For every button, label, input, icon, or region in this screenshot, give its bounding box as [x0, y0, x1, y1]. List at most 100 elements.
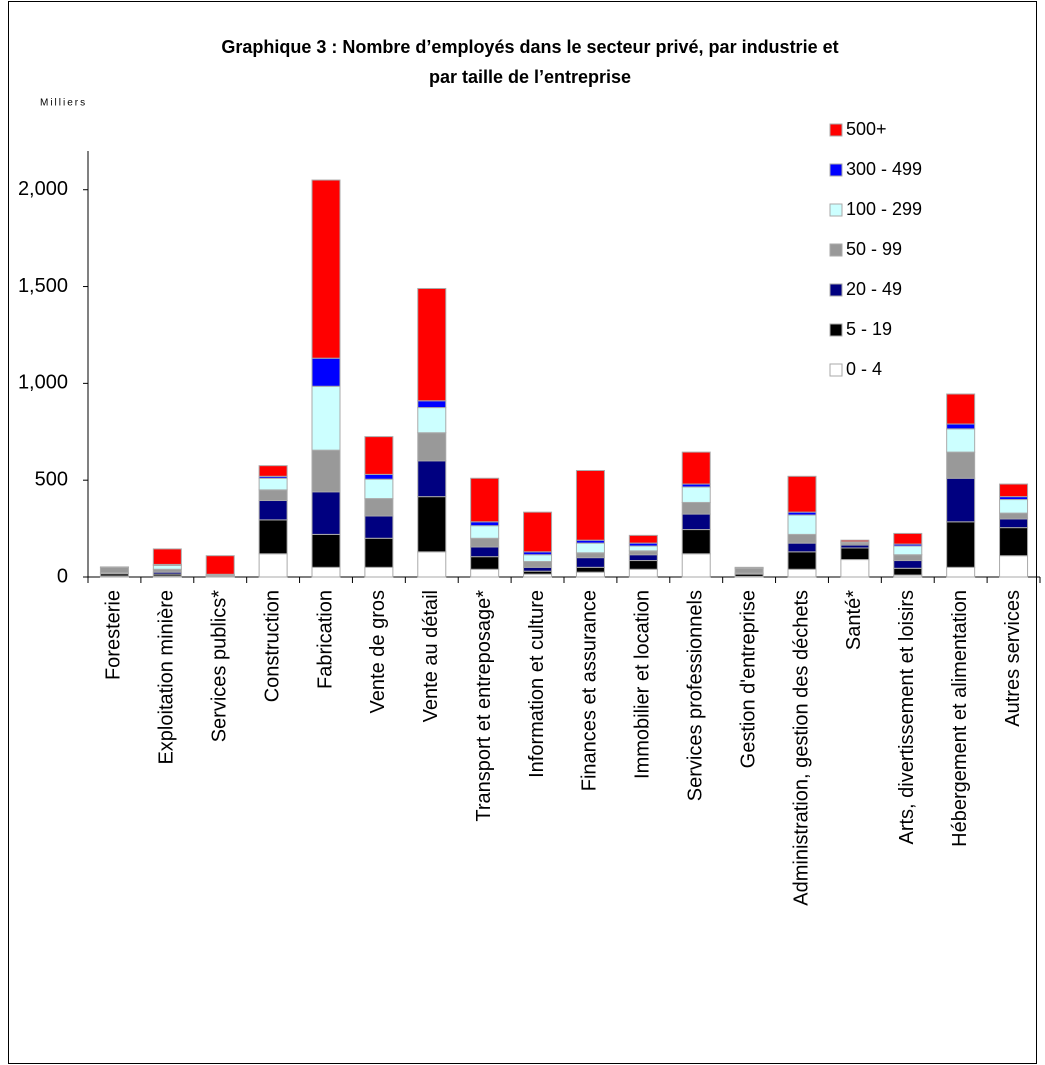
bar-segment [523, 566, 553, 572]
bar-segment [364, 498, 394, 517]
bar-segment [575, 542, 605, 554]
bar-segment [628, 560, 658, 570]
bar-segment [364, 436, 394, 475]
y-axis-label: Milliers [40, 98, 87, 109]
bar-segment [523, 561, 553, 568]
y-tick-label: 500 [35, 468, 68, 490]
bar-segment [417, 551, 447, 578]
y-tick-label: 2,000 [18, 178, 68, 200]
bar-segment [787, 568, 817, 578]
bar-segment [946, 521, 976, 568]
y-tick-label: 0 [57, 565, 68, 587]
x-tick-label: Fabrication [314, 590, 336, 689]
x-tick-label: Construction [261, 590, 283, 702]
bar-segment [258, 553, 288, 578]
legend-label: 50 - 99 [846, 239, 902, 259]
bar-segment [99, 566, 129, 574]
bar-segment [205, 555, 235, 575]
legend-swatch [829, 123, 843, 137]
x-tick-label: Immobilier et location [632, 590, 654, 779]
bar-segment [152, 564, 182, 570]
bar-segment [893, 567, 923, 576]
x-tick-label: Santé* [843, 590, 865, 650]
bar-segment [946, 423, 976, 430]
chart-title: Graphique 3 : Nombre d’employés dans le … [221, 37, 838, 57]
bar-segment [311, 357, 341, 387]
bar-segment [575, 566, 605, 573]
bar-segment [417, 460, 447, 498]
legend-label: 5 - 19 [846, 319, 892, 339]
bar-segment [681, 451, 711, 485]
bar-segment [417, 400, 447, 409]
bar-segment [628, 554, 658, 562]
bar-segment [840, 547, 870, 561]
bar-segment [575, 552, 605, 559]
x-tick-label: Transport et entreposage* [473, 590, 495, 822]
bar-segment [364, 473, 394, 480]
bar-segment [787, 514, 817, 535]
bar-segment [628, 545, 658, 552]
bar-segment [681, 513, 711, 531]
chart-frame [8, 1, 1037, 1064]
bar-segment [311, 385, 341, 451]
bar-segment [999, 555, 1029, 578]
y-tick-label: 1,500 [18, 275, 68, 297]
bar-segment [893, 560, 923, 569]
bar-segment [999, 512, 1029, 520]
bar-segment [152, 548, 182, 565]
legend-swatch [829, 243, 843, 257]
bar-segment [628, 550, 658, 556]
bar-segment [311, 491, 341, 535]
bar-segment [681, 553, 711, 578]
bar-segment [787, 542, 817, 553]
bar-segment [999, 483, 1029, 498]
bar-segment [417, 287, 447, 402]
x-tick-label: Vente au détail [420, 590, 442, 722]
bar-segment [999, 499, 1029, 514]
bar-segment [523, 554, 553, 563]
bar-segment [258, 477, 288, 491]
bar-segment [364, 566, 394, 578]
legend-label: 300 - 499 [846, 159, 922, 179]
legend-label: 100 - 299 [846, 199, 922, 219]
legend-swatch [829, 203, 843, 217]
bar-segment [523, 511, 553, 553]
bar-segment [311, 533, 341, 568]
bar-segment [470, 477, 500, 523]
bar-segment [311, 566, 341, 578]
bar-segment [470, 525, 500, 539]
y-tick-label: 1,000 [18, 372, 68, 394]
bar-segment [893, 554, 923, 562]
bar-segment [787, 475, 817, 513]
bar-segment [311, 449, 341, 493]
bar-segment [999, 527, 1029, 557]
bar-segment [946, 566, 976, 578]
legend-label: 0 - 4 [846, 359, 882, 379]
bar-segment [470, 537, 500, 548]
bar-segment [681, 529, 711, 555]
bar-segment [258, 465, 288, 477]
bar-segment [364, 537, 394, 568]
chart-title: par taille de l’entreprise [429, 67, 631, 87]
bar-segment [470, 568, 500, 578]
bar-segment [681, 501, 711, 515]
x-tick-label: Services professionnels [685, 590, 707, 801]
bar-segment [893, 545, 923, 556]
bar-segment [946, 477, 976, 523]
bar-segment [258, 519, 288, 555]
bar-segment [893, 532, 923, 545]
bar-segment [628, 534, 658, 544]
legend-label: 500+ [846, 119, 887, 139]
x-tick-label: Gestion d'entreprise [737, 590, 759, 768]
x-tick-label: Autres services [1002, 590, 1024, 727]
x-tick-label: Arts, divertissement et loisirs [896, 590, 918, 845]
legend-swatch [829, 323, 843, 337]
bar-segment [575, 571, 605, 578]
bar-segment [575, 557, 605, 568]
bar-segment [311, 179, 341, 359]
bar-segment [840, 559, 870, 578]
bar-segment [470, 521, 500, 527]
bar-segment [787, 533, 817, 544]
legend-swatch [829, 283, 843, 297]
